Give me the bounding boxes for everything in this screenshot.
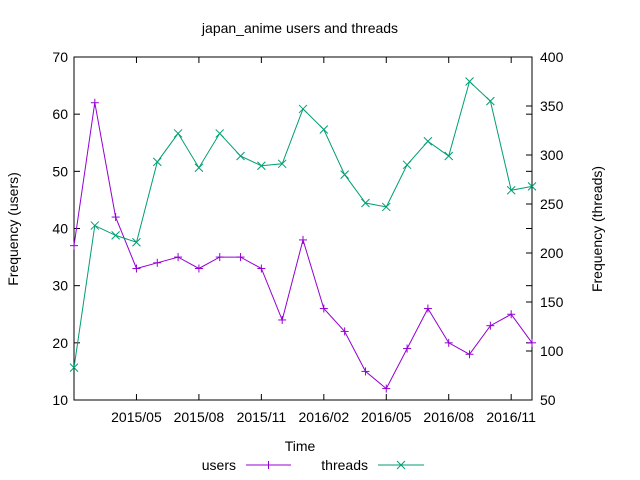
x-tick-label: 2016/08 <box>423 409 474 425</box>
data-point-users <box>403 344 412 353</box>
data-point-users <box>111 213 120 222</box>
x-tick-label: 2015/05 <box>111 409 162 425</box>
data-point-users <box>299 235 307 244</box>
legend-label-users: users <box>202 457 236 473</box>
legend: users threads <box>202 457 424 473</box>
y-left-tick-label: 30 <box>52 278 68 294</box>
series-layer <box>69 77 537 393</box>
y-right-tick-label: 250 <box>540 196 564 212</box>
data-point-threads <box>361 198 370 208</box>
data-point-users <box>444 338 453 347</box>
data-point-users <box>153 258 162 267</box>
x-tick-label: 2016/05 <box>361 409 412 425</box>
x-axis-label: Time <box>285 438 316 454</box>
y-left-tick-label: 40 <box>52 221 68 237</box>
legend-marker-threads <box>396 460 406 470</box>
data-point-threads <box>277 159 287 169</box>
data-point-users <box>507 310 516 319</box>
data-point-threads <box>465 77 474 86</box>
y-left-tick-label: 70 <box>52 49 68 65</box>
data-point-threads <box>257 161 266 171</box>
data-point-threads <box>319 125 329 134</box>
y-left-tick-label: 20 <box>52 335 68 351</box>
data-point-threads <box>69 363 79 373</box>
y-right-tick-label: 400 <box>540 49 564 65</box>
data-point-threads <box>381 202 391 212</box>
data-point-threads <box>340 170 349 179</box>
data-point-users <box>340 327 349 336</box>
y-left-tick-label: 50 <box>52 163 68 179</box>
y-right-tick-label: 100 <box>540 343 564 359</box>
data-point-threads <box>402 160 412 170</box>
data-point-users <box>70 241 78 250</box>
y-axis-right-label: Frequency (threads) <box>589 166 605 292</box>
data-point-users <box>215 253 224 262</box>
data-point-users <box>174 253 183 262</box>
y-right-tick-label: 300 <box>540 147 564 163</box>
data-point-threads <box>236 151 245 161</box>
ticks-layer: 10 20 30 40 50 60 70 50 100 150 200 250 300 350 400 201… <box>52 49 563 425</box>
data-point-users <box>423 304 432 313</box>
data-point-users <box>194 264 203 273</box>
data-point-threads <box>215 129 225 138</box>
legend-marker-users <box>264 461 273 469</box>
data-point-threads <box>194 163 204 173</box>
x-tick-label: 2015/11 <box>237 409 287 425</box>
data-point-threads <box>111 231 120 240</box>
y-right-tick-label: 350 <box>540 98 564 114</box>
data-point-users <box>236 253 245 262</box>
data-point-users <box>278 315 287 324</box>
data-point-users <box>257 264 266 273</box>
data-point-users <box>361 367 370 376</box>
data-point-threads <box>90 221 100 230</box>
data-point-users <box>528 338 536 347</box>
series-line-users <box>73 102 533 390</box>
data-point-threads <box>527 182 537 191</box>
y-right-tick-label: 200 <box>540 245 564 261</box>
data-point-threads <box>423 136 433 146</box>
x-tick-label: 2016/11 <box>486 409 536 425</box>
y-right-tick-label: 150 <box>540 294 564 310</box>
data-point-users <box>486 321 495 330</box>
data-point-threads <box>444 151 454 161</box>
data-point-threads <box>486 96 495 106</box>
x-tick-label: 2016/02 <box>299 409 350 425</box>
data-point-users <box>132 264 141 273</box>
y-left-tick-label: 10 <box>52 392 68 408</box>
data-point-users <box>90 98 99 107</box>
data-point-users <box>382 384 391 393</box>
y-axis-left-label: Frequency (users) <box>5 172 21 286</box>
data-point-users <box>465 350 474 359</box>
data-point-threads <box>506 185 516 195</box>
data-point-users <box>319 304 328 313</box>
y-right-tick-label: 50 <box>540 392 556 408</box>
data-point-threads <box>132 237 141 247</box>
data-point-threads <box>152 157 162 167</box>
series-line-threads <box>73 80 533 368</box>
chart-title: japan_anime users and threads <box>201 20 398 36</box>
data-point-threads <box>298 104 308 114</box>
y-left-tick-label: 60 <box>52 106 68 122</box>
x-tick-label: 2015/08 <box>174 409 225 425</box>
legend-label-threads: threads <box>321 457 368 473</box>
data-point-threads <box>173 129 183 138</box>
